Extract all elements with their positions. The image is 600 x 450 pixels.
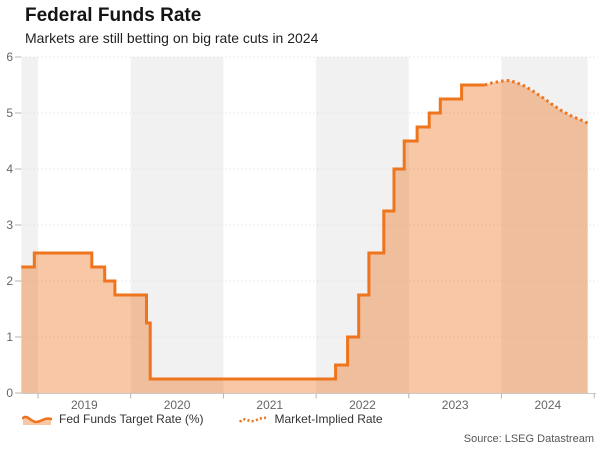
y-tick-label: 4: [6, 162, 13, 176]
area-fill: [21, 80, 588, 393]
x-tick-label: 2024: [534, 398, 561, 412]
solid-wave-area-icon: [22, 415, 52, 425]
x-tick-label: 2021: [256, 398, 283, 412]
legend-item-fed-funds-target-rate: Fed Funds Target Rate (%): [22, 412, 204, 426]
legend-item-market-implied-rate: Market-Implied Rate: [238, 412, 383, 426]
legend-label-fed-funds: Fed Funds Target Rate (%): [59, 412, 204, 426]
x-tick-label: 2020: [164, 398, 191, 412]
x-tick-label: 2023: [442, 398, 469, 412]
y-tick-label: 0: [6, 386, 13, 400]
fed-funds-target-rate-line: [21, 83, 485, 381]
x-tick-label: 2022: [349, 398, 376, 412]
market-implied-rate-line: [484, 78, 589, 125]
y-tick-label: 2: [6, 274, 13, 288]
y-tick-label: 6: [6, 50, 13, 64]
x-tick-label: 2019: [71, 398, 98, 412]
y-tick-label: 3: [6, 218, 13, 232]
legend: Fed Funds Target Rate (%) Market-Implied…: [22, 412, 383, 426]
y-tick-label: 1: [6, 330, 13, 344]
federal-funds-rate-chart: 0 1 2 3 4 5 6 2019 2020 2021 2022 2023 2024: [6, 50, 598, 412]
chart-subtitle: Markets are still betting on big rate cu…: [25, 30, 319, 46]
source-credit: Source: LSEG Datastream: [463, 433, 594, 445]
page-title: Federal Funds Rate: [25, 5, 202, 26]
legend-label-market-implied: Market-Implied Rate: [274, 412, 383, 426]
y-tick-label: 5: [6, 106, 13, 120]
dotted-wave-icon: [238, 416, 266, 423]
